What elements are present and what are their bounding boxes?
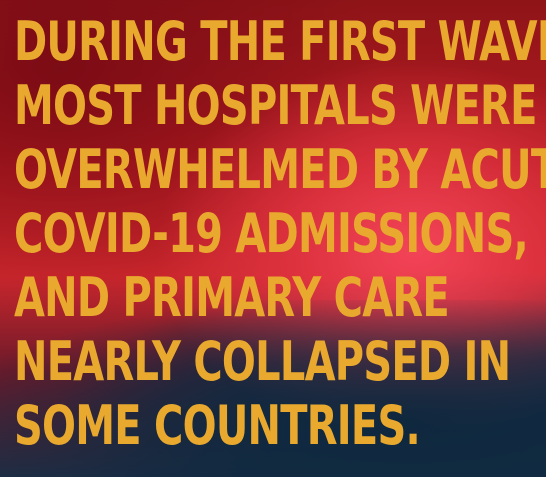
headline-line-2: MOST HOSPITALS WERE	[14, 74, 537, 137]
background-blur	[0, 300, 546, 477]
headline-line-1: DURING THE FIRST WAVES,	[14, 10, 546, 73]
headline-line-4: COVID-19 ADMISSIONS,	[14, 202, 529, 265]
headline-line-3: OVERWHELMED BY ACUTE	[14, 138, 546, 201]
headline-line-7: SOME COUNTRIES.	[14, 394, 421, 457]
headline-line-6: NEARLY COLLAPSED IN	[14, 330, 511, 393]
headline-quote: DURING THE FIRST WAVES, MOST HOSPITALS W…	[14, 10, 546, 458]
headline-line-5: AND PRIMARY CARE	[14, 266, 450, 329]
